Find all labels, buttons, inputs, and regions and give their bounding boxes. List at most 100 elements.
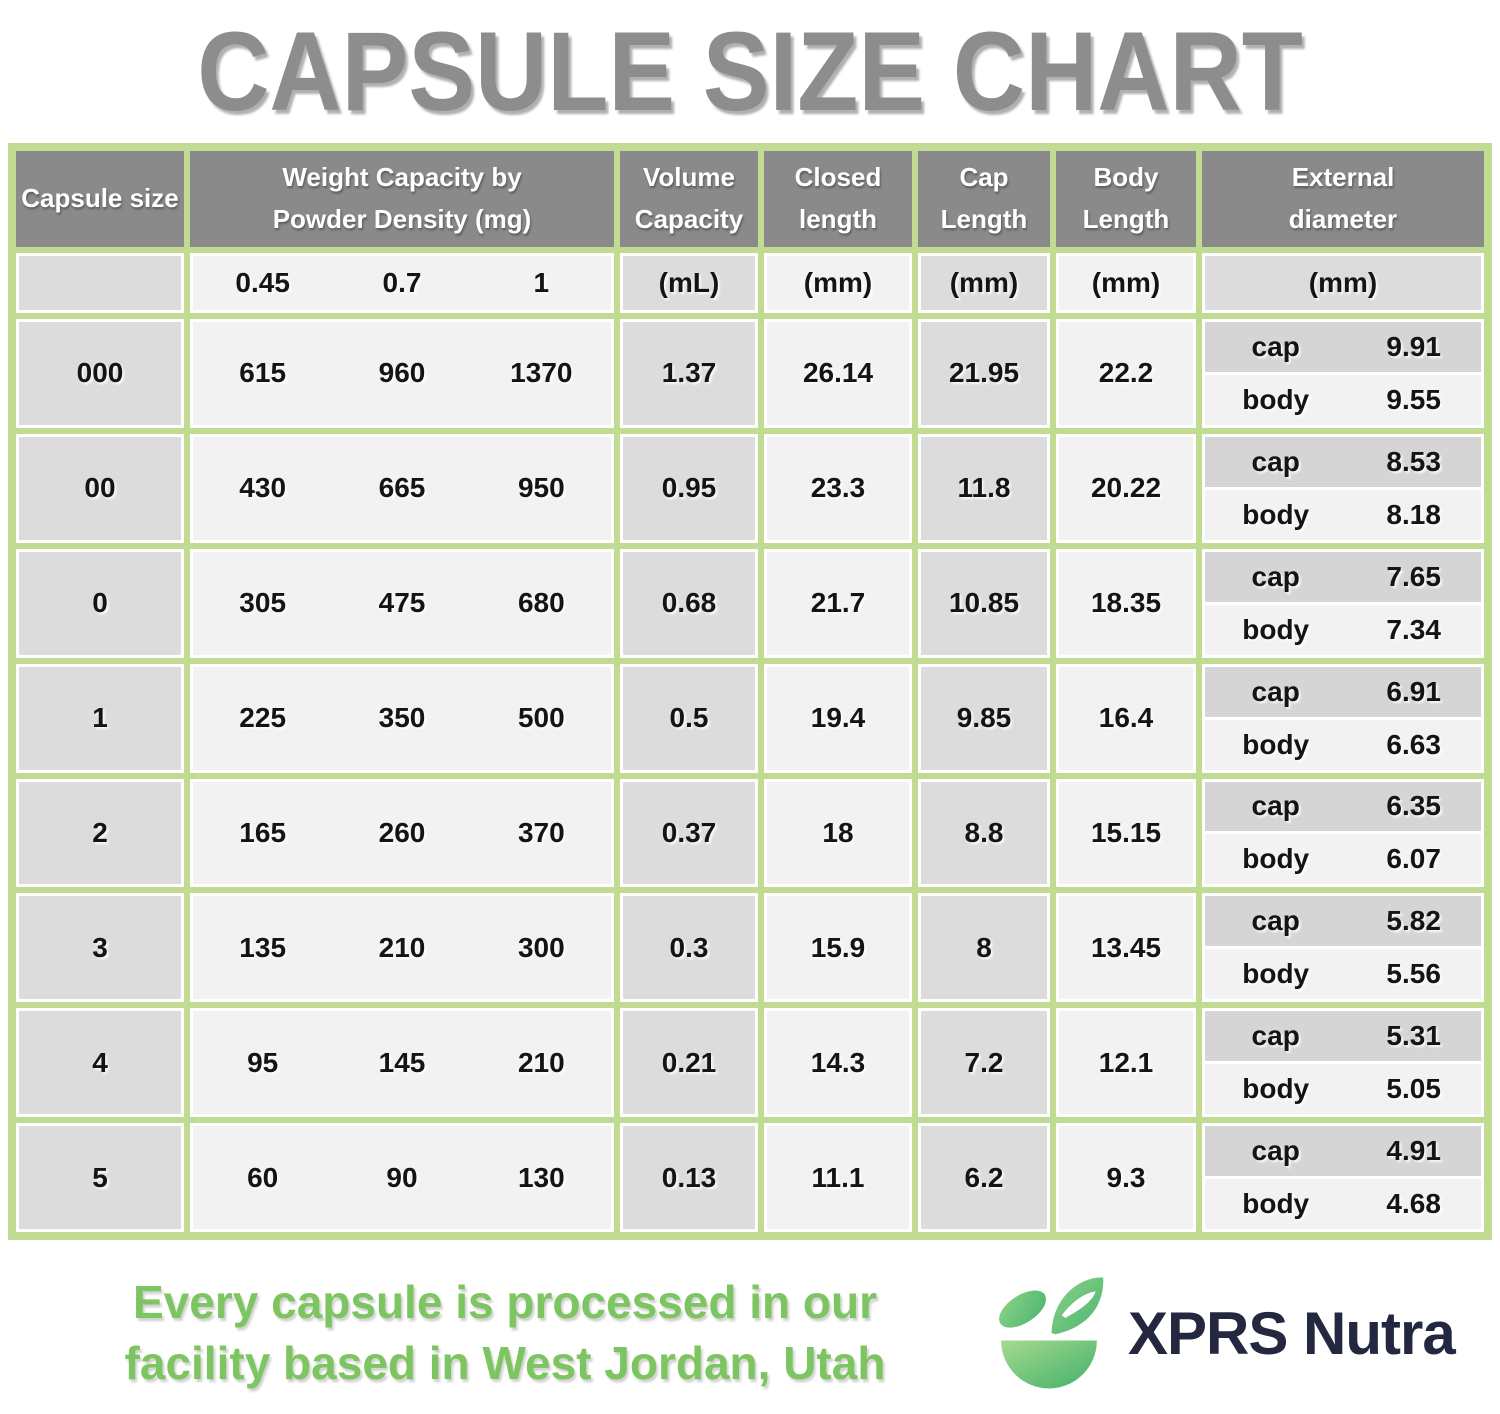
weight-value: 665 [378, 472, 426, 504]
tagline-line2: facility based in West Jordan, Utah [124, 1337, 886, 1389]
external-body-value: 8.18 [1386, 498, 1441, 530]
external-cap-band: cap 8.53 [1205, 436, 1481, 487]
header-label-line2: Length [940, 204, 1028, 234]
external-cap-value: 5.31 [1386, 1020, 1441, 1052]
body-length-cell: 9.3 [1056, 1123, 1196, 1232]
volume-capacity-cell: 0.21 [620, 1008, 758, 1118]
header-label-line1: Cap [959, 162, 1009, 193]
external-body-label: body [1242, 843, 1310, 875]
body-length-cell: 12.1 [1056, 1008, 1196, 1118]
cap-length-value: 8.8 [964, 816, 1004, 848]
density-value: 0.7 [382, 267, 422, 298]
external-cap-band: cap 6.91 [1205, 666, 1481, 717]
capsule-size-value: 00 [84, 472, 116, 504]
units-capsule-size-empty [16, 253, 184, 313]
weight-value: 430 [239, 472, 287, 504]
external-body-value: 5.05 [1386, 1073, 1441, 1105]
weight-value: 615 [239, 357, 287, 389]
external-diameter-cell: cap 4.91 body 4.68 [1202, 1123, 1484, 1232]
brand-name: XPRS Nutra [1128, 1299, 1456, 1367]
body-length-cell: 15.15 [1056, 778, 1196, 888]
weight-value: 145 [378, 1046, 426, 1078]
external-body-band: body 5.05 [1205, 1064, 1481, 1115]
header-label: Capsule size [21, 183, 179, 214]
body-length-value: 15.15 [1090, 816, 1162, 848]
unit-label: (mL) [658, 267, 720, 298]
external-body-band: body 6.07 [1205, 834, 1481, 885]
closed-length-cell: 15.9 [764, 893, 912, 1003]
body-length-value: 12.1 [1098, 1046, 1154, 1078]
closed-length-value: 26.14 [802, 357, 874, 389]
volume-value: 0.3 [669, 931, 709, 963]
weight-capacity-cell: 430 665 950 [190, 433, 614, 543]
units-closed-length: (mm) [764, 253, 912, 313]
capsule-size-table: Capsule size Weight Capacity by Powder D… [8, 143, 1492, 1240]
header-weight-capacity: Weight Capacity by Powder Density (mg) [190, 151, 614, 247]
header-label-line2: length [799, 204, 877, 234]
external-body-value: 6.63 [1386, 728, 1441, 760]
external-cap-value: 6.91 [1386, 675, 1441, 707]
weight-value: 135 [239, 931, 287, 963]
volume-value: 1.37 [661, 357, 717, 389]
closed-length-value: 21.7 [810, 587, 866, 619]
header-label-line2: Length [1082, 204, 1170, 234]
unit-label: (mm) [1091, 267, 1161, 298]
weight-value: 500 [517, 702, 565, 734]
external-cap-label: cap [1251, 560, 1300, 592]
external-body-label: body [1242, 498, 1310, 530]
weight-capacity-cell: 305 475 680 [190, 548, 614, 658]
body-length-cell: 16.4 [1056, 663, 1196, 773]
cap-length-value: 21.95 [948, 357, 1020, 389]
cap-length-cell: 8.8 [918, 778, 1050, 888]
closed-length-cell: 26.14 [764, 319, 912, 428]
external-body-value: 6.07 [1386, 843, 1441, 875]
external-cap-label: cap [1251, 445, 1300, 477]
cap-length-value: 7.2 [964, 1046, 1004, 1078]
external-body-band: body 5.56 [1205, 949, 1481, 1000]
units-powder-densities: 0.45 0.7 1 [190, 253, 614, 313]
units-volume: (mL) [620, 253, 758, 313]
external-cap-value: 8.53 [1386, 445, 1441, 477]
external-body-label: body [1242, 728, 1310, 760]
unit-label: (mm) [949, 267, 1019, 298]
volume-capacity-cell: 0.37 [620, 778, 758, 888]
closed-length-cell: 23.3 [764, 433, 912, 543]
units-cap-length: (mm) [918, 253, 1050, 313]
header-label-line2: Capacity [634, 204, 744, 234]
weight-value: 1370 [510, 357, 573, 389]
body-length-cell: 13.45 [1056, 893, 1196, 1003]
external-body-band: body 8.18 [1205, 489, 1481, 540]
external-cap-label: cap [1251, 1020, 1300, 1052]
cap-length-cell: 9.85 [918, 663, 1050, 773]
weight-value: 225 [239, 702, 287, 734]
cap-length-value: 11.8 [957, 472, 1011, 504]
closed-length-cell: 14.3 [764, 1008, 912, 1118]
external-cap-label: cap [1251, 1135, 1300, 1167]
external-body-label: body [1242, 613, 1310, 645]
body-length-cell: 18.35 [1056, 548, 1196, 658]
external-cap-value: 5.82 [1386, 905, 1441, 937]
volume-capacity-cell: 0.13 [620, 1123, 758, 1232]
weight-capacity-cell: 225 350 500 [190, 663, 614, 773]
external-body-band: body 7.34 [1205, 604, 1481, 655]
unit-label: (mm) [803, 267, 873, 298]
external-body-band: body 6.63 [1205, 719, 1481, 770]
closed-length-cell: 19.4 [764, 663, 912, 773]
external-cap-band: cap 5.82 [1205, 896, 1481, 947]
closed-length-value: 15.9 [810, 931, 866, 963]
external-cap-value: 7.65 [1386, 560, 1441, 592]
density-value: 0.45 [235, 267, 290, 298]
capsule-size-cell: 2 [16, 778, 184, 888]
capsule-size-cell: 0 [16, 548, 184, 658]
external-body-band: body 4.68 [1205, 1179, 1481, 1229]
external-cap-band: cap 4.91 [1205, 1126, 1481, 1177]
volume-capacity-cell: 0.68 [620, 548, 758, 658]
weight-capacity-cell: 95 145 210 [190, 1008, 614, 1118]
external-body-label: body [1242, 383, 1310, 415]
external-cap-label: cap [1251, 790, 1300, 822]
cap-length-value: 8 [976, 931, 992, 963]
header-volume-capacity: Volume Capacity [620, 151, 758, 247]
header-label-line1: Weight Capacity by [282, 162, 522, 193]
capsule-size-cell: 5 [16, 1123, 184, 1232]
